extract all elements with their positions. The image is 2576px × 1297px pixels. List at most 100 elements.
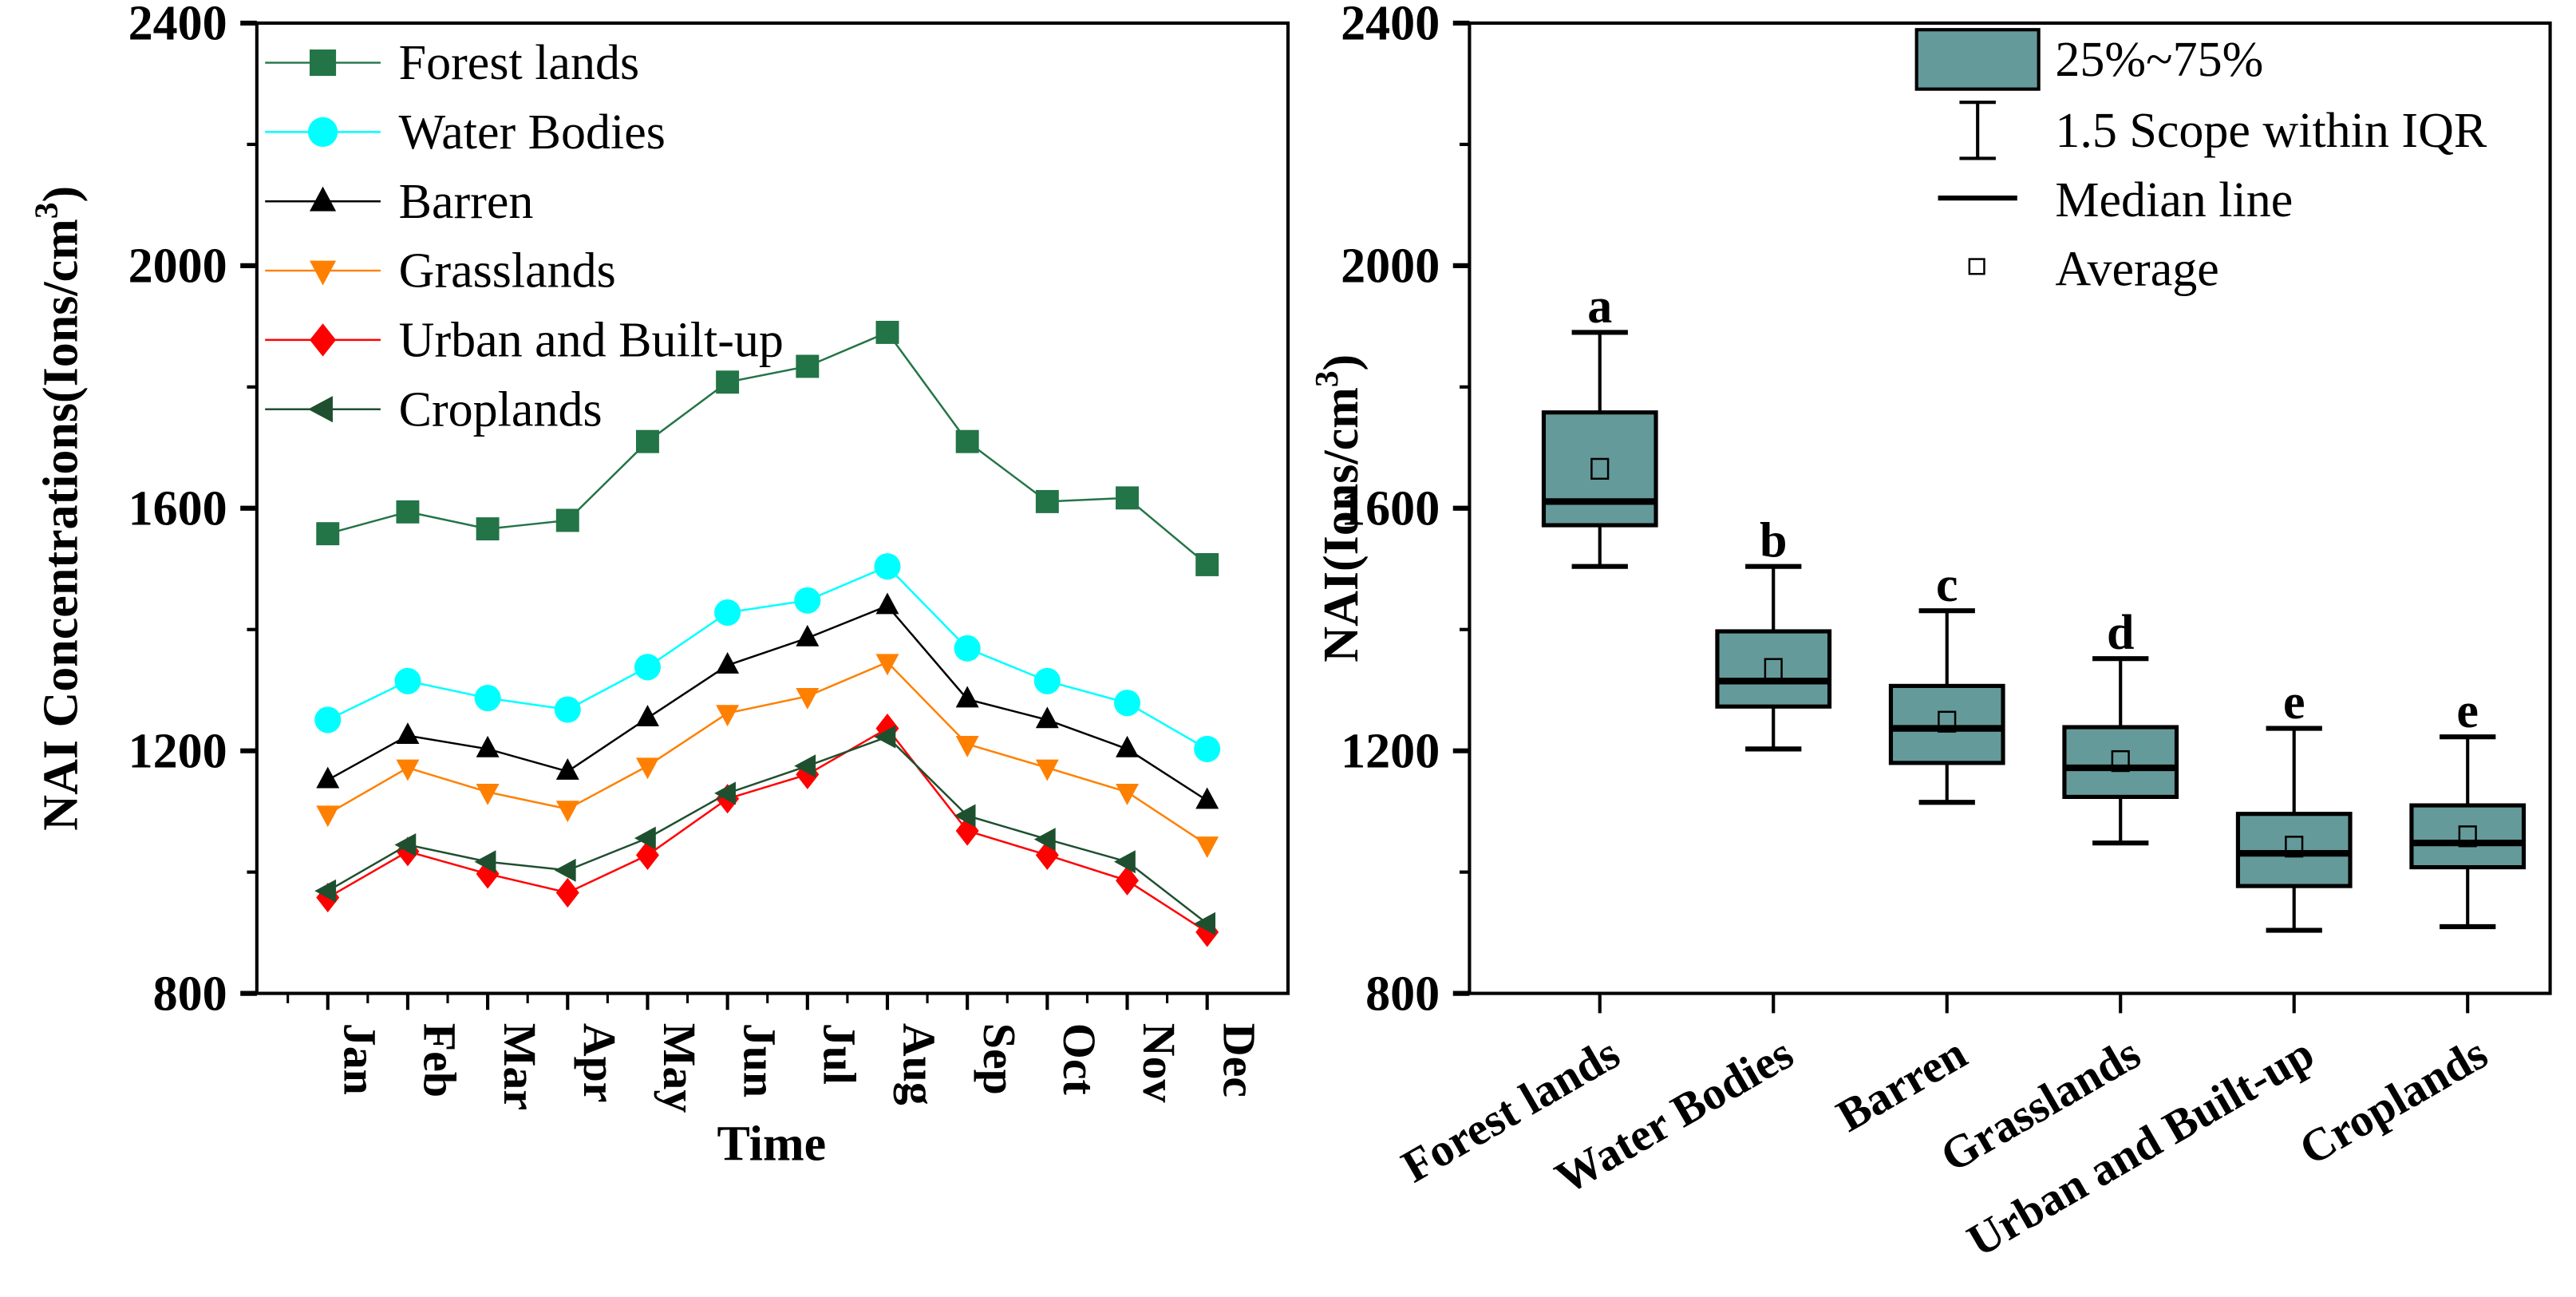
left-ytick-label: 2000	[128, 239, 227, 294]
series-line	[327, 330, 1208, 566]
left-xtick-label: Jul	[813, 1023, 865, 1085]
series-line	[327, 565, 1208, 750]
marker-triangle-left	[307, 396, 333, 423]
left-yaxis-title: NAI Concentrations(Ions/cm3)	[28, 186, 89, 831]
legend-label: Median line	[2055, 173, 2293, 227]
marker-diamond	[1116, 865, 1139, 896]
ylabel-end: )	[1314, 354, 1369, 371]
ylabel-main: NAI(Ions/cm	[1314, 387, 1369, 662]
series-croplands	[314, 725, 1216, 935]
iqr-box	[1888, 683, 2005, 765]
marker-square	[310, 49, 337, 77]
right-xtick-label: Croplands	[2290, 1026, 2495, 1175]
marker-circle	[554, 696, 581, 723]
mean-marker	[2458, 825, 2477, 848]
marker-triangle-up	[1195, 787, 1219, 809]
marker-triangle-down	[476, 784, 500, 805]
marker-triangle-down	[716, 705, 740, 727]
marker-triangle-up	[635, 705, 659, 726]
marker-triangle-down	[1195, 836, 1219, 858]
left-xtick-label: May	[654, 1023, 705, 1113]
marker-triangle-up	[875, 592, 899, 615]
marker-circle	[1113, 690, 1141, 717]
marker-square	[396, 500, 420, 524]
box-barren: c	[1888, 558, 2005, 1014]
marker-diamond	[555, 877, 579, 908]
marker-square	[1035, 489, 1059, 513]
right-ytick-label: 800	[1365, 967, 1440, 1021]
ylabel-main: NAI Concentrations(Ions/cm	[34, 219, 89, 831]
marker-triangle-up	[955, 686, 979, 708]
marker-square	[716, 370, 740, 394]
legend-label: Barren	[399, 175, 534, 229]
legend-label: 1.5 Scope within IQR	[2055, 104, 2487, 158]
series-urban-and-built-up	[316, 713, 1219, 947]
ylabel-end: )	[34, 186, 89, 203]
series-forest-lands	[316, 320, 1219, 576]
marker-triangle-down	[1116, 784, 1139, 805]
left-xtick-label: Jun	[733, 1023, 785, 1097]
legend-label: Grasslands	[399, 244, 616, 299]
mean-marker	[2285, 836, 2304, 858]
marker-diamond	[635, 840, 659, 870]
marker-triangle-left	[474, 850, 496, 874]
left-xtick-label: Apr	[574, 1023, 626, 1103]
marker-circle	[954, 635, 981, 662]
marker-triangle-down	[1035, 759, 1059, 781]
marker-square	[555, 508, 579, 532]
significance-letter: d	[2107, 606, 2135, 660]
box-forest-lands: a	[1541, 279, 1658, 1014]
marker-triangle-up	[396, 722, 420, 745]
right-yaxis-title: NAI(Ions/cm3)	[1308, 354, 1369, 662]
marker-triangle-left	[1113, 850, 1136, 874]
significance-letter: b	[1760, 513, 1788, 567]
left-xtick-label: Nov	[1133, 1023, 1185, 1103]
ylabel-sup: 3	[28, 202, 65, 219]
marker-circle	[634, 654, 662, 681]
marker-circle	[874, 553, 901, 580]
marker-circle	[1033, 667, 1061, 694]
marker-circle	[794, 587, 821, 614]
left-xtick-label: Dec	[1213, 1023, 1265, 1097]
iqr-box	[1541, 410, 1658, 528]
left-ytick-label: 1600	[128, 481, 227, 536]
left-xtick-label: Feb	[414, 1023, 466, 1097]
left-xtick-label: Sep	[974, 1023, 1025, 1095]
legend-box-swatch	[1914, 28, 2041, 91]
mean-marker	[1764, 658, 1783, 680]
box-urban-and-built-up: e	[2235, 675, 2353, 1014]
left-axes: 800 1200 1600 2000 2400	[128, 0, 1290, 1021]
legend-label: Water Bodies	[399, 105, 666, 160]
marker-triangle-left	[634, 826, 656, 850]
iqr-box	[2235, 812, 2353, 888]
marker-triangle-up	[316, 766, 340, 789]
marker-square	[1195, 552, 1219, 576]
marker-triangle-down	[796, 687, 820, 710]
left-xtick-label: Oct	[1053, 1023, 1105, 1096]
marker-triangle-left	[394, 832, 417, 856]
marker-triangle-down	[635, 757, 659, 780]
marker-triangle-up	[1116, 735, 1139, 757]
marker-circle	[714, 599, 741, 626]
left-xtick-label: Jan	[334, 1023, 385, 1095]
marker-triangle-down	[310, 260, 337, 286]
marker-triangle-down	[955, 735, 979, 757]
iqr-box	[2409, 803, 2527, 870]
left-ytick-label: 800	[153, 967, 227, 1021]
legend-label: Croplands	[399, 382, 603, 437]
marker-triangle-left	[794, 754, 816, 778]
significance-letter: c	[1936, 558, 1958, 612]
mean-marker	[2111, 749, 2130, 773]
iqr-box	[1715, 629, 1832, 709]
marker-triangle-up	[310, 186, 337, 212]
box-croplands: e	[2409, 684, 2527, 1014]
box-grasslands: d	[2062, 606, 2179, 1014]
left-xaxis-title: Time	[717, 1117, 827, 1171]
ylabel-sup: 3	[1308, 370, 1345, 387]
marker-circle	[394, 667, 421, 694]
significance-letter: e	[2283, 675, 2305, 730]
marker-triangle-down	[316, 805, 340, 828]
marker-triangle-down	[396, 759, 420, 781]
left-ytick-label: 1200	[128, 724, 227, 778]
